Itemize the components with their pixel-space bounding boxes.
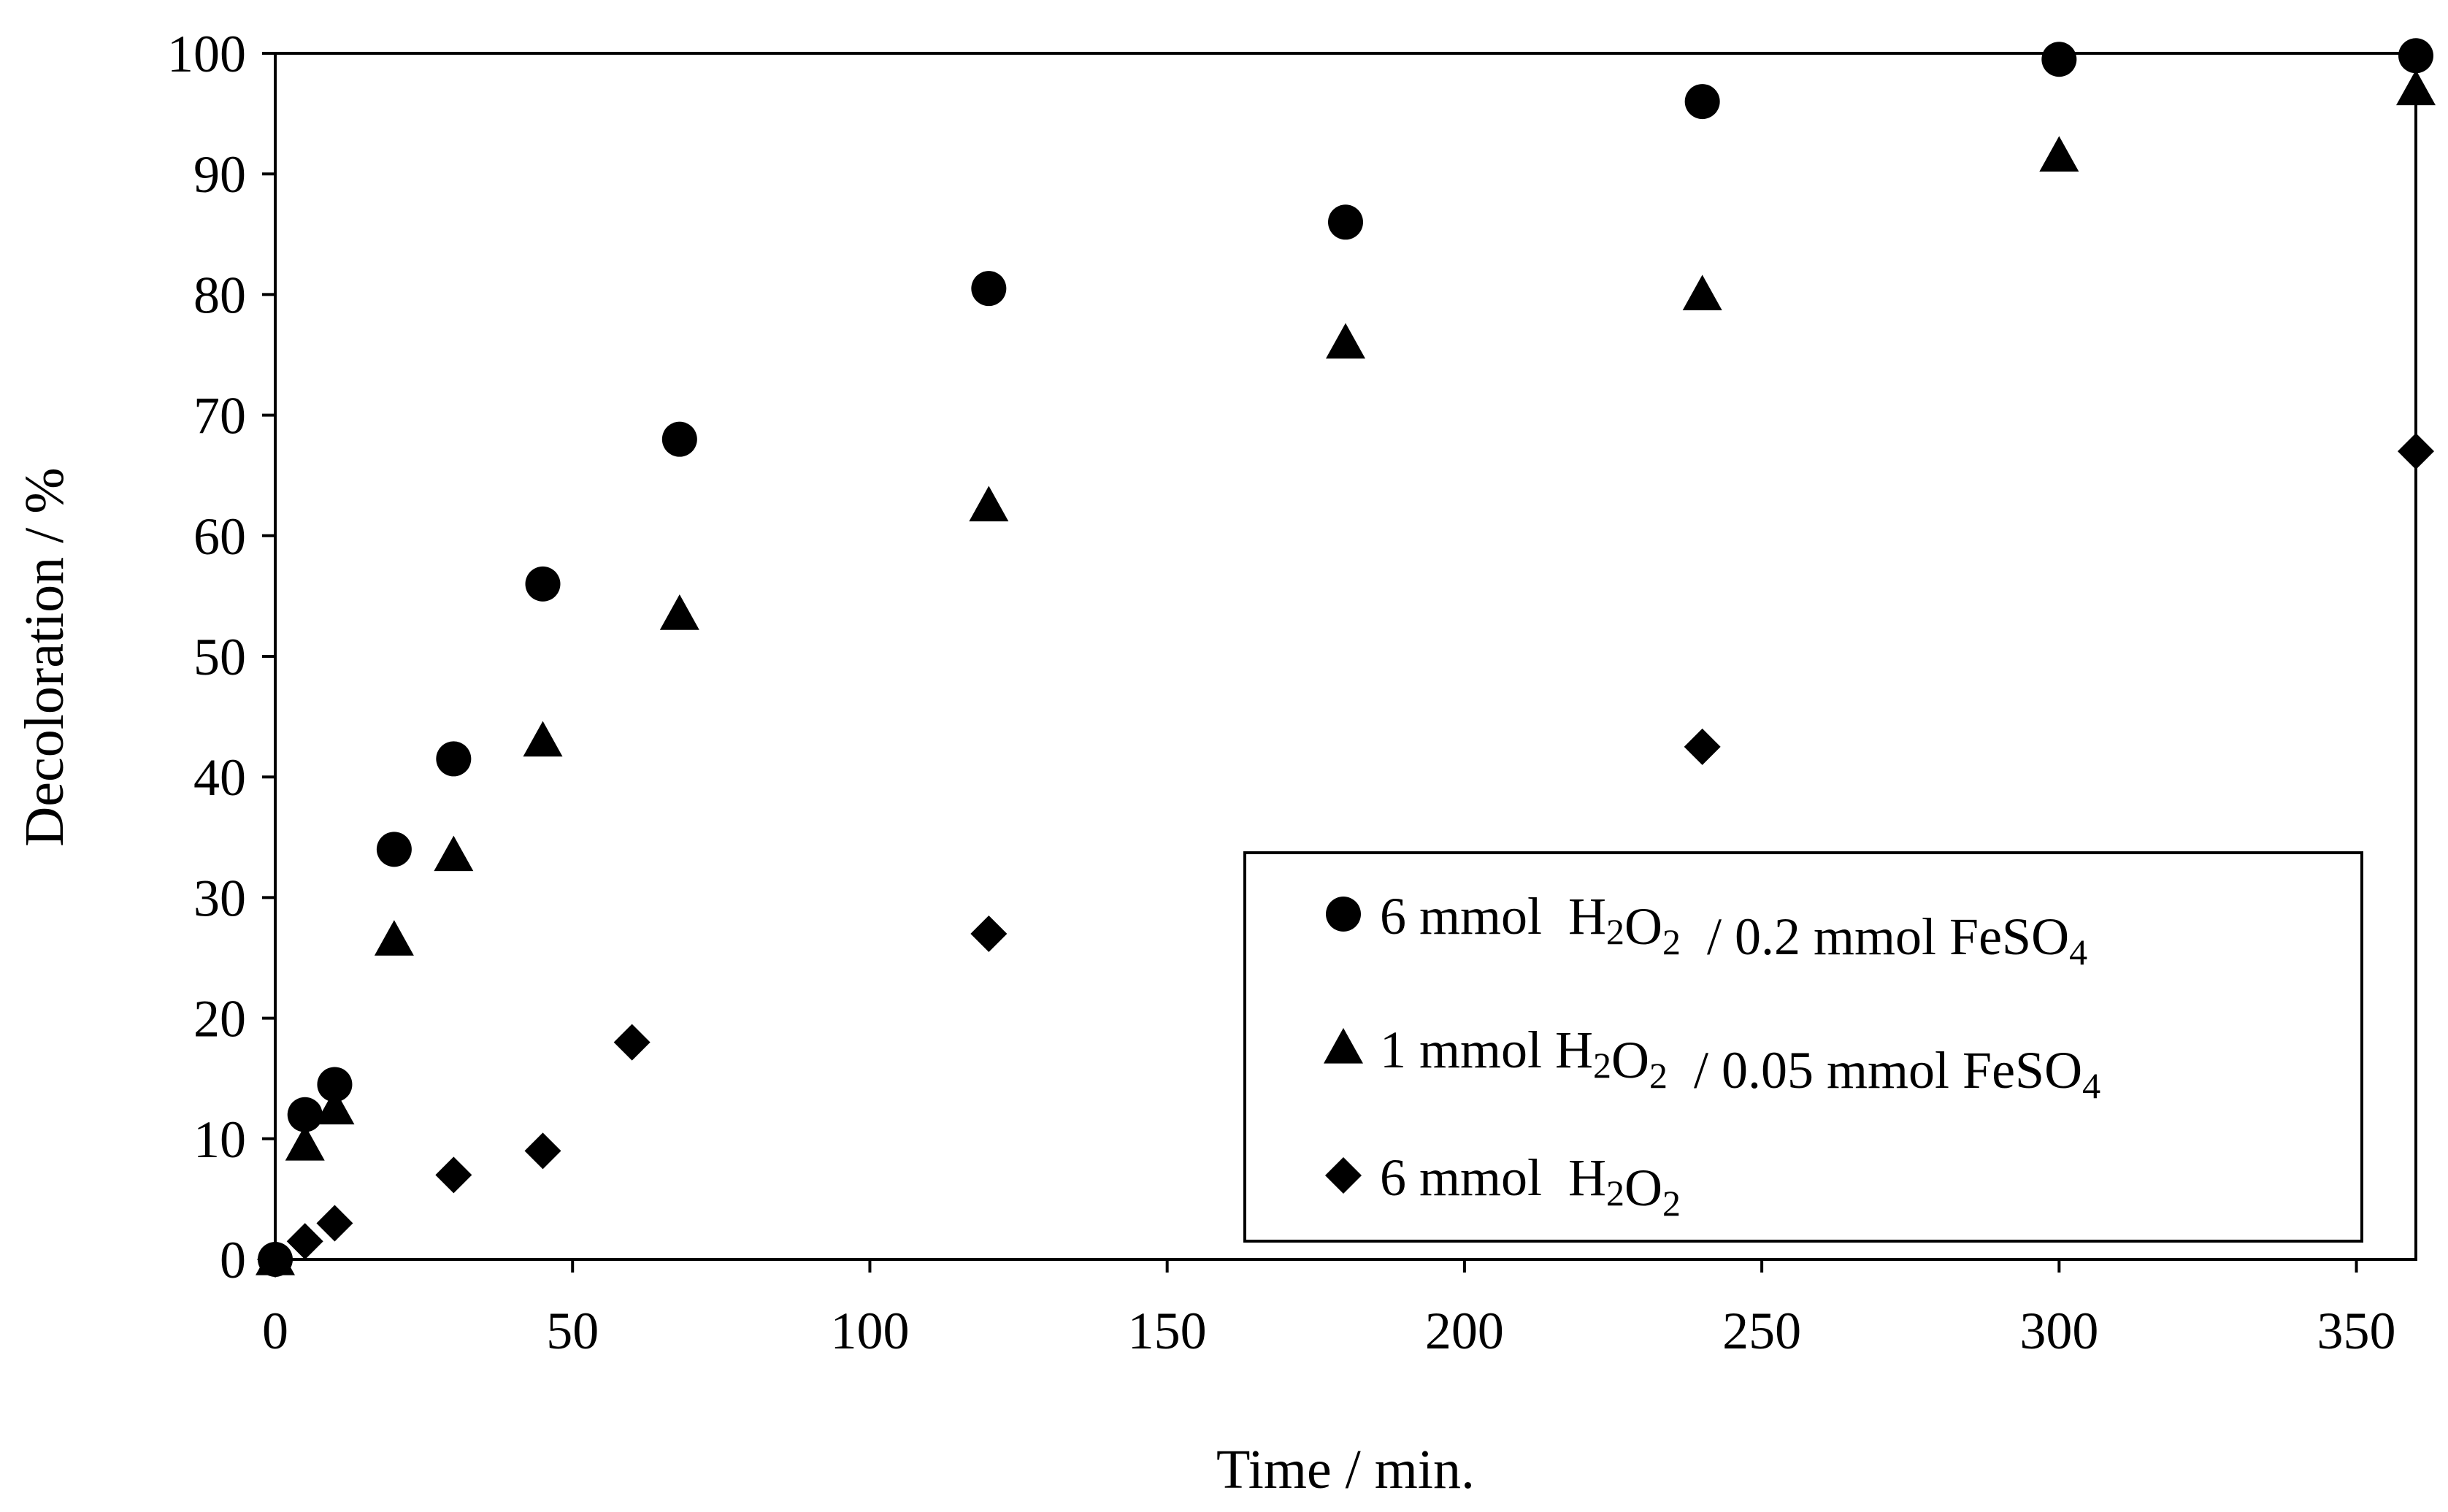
x-tick-label: 150 — [1128, 1302, 1207, 1360]
data-point-diamond — [970, 915, 1008, 952]
data-point-diamond — [316, 1205, 353, 1242]
y-tick-label: 100 — [167, 25, 246, 83]
x-axis-title: Time / min. — [1216, 1439, 1475, 1500]
y-tick-label: 0 — [220, 1231, 246, 1289]
y-tick-label: 60 — [193, 507, 246, 566]
y-tick-label: 90 — [193, 145, 246, 204]
legend: 6 mmol H2O2 / 0.2 mmol FeSO4 1 mmol H2O2 … — [1243, 851, 2363, 1243]
data-point-diamond — [286, 1223, 323, 1260]
y-axis-title: Decoloration / % — [14, 467, 75, 846]
x-tick-label: 0 — [262, 1302, 288, 1360]
data-point-circle — [525, 566, 561, 602]
y-tick-label: 50 — [193, 628, 246, 686]
data-point-triangle — [659, 594, 699, 630]
data-point-diamond — [257, 1241, 293, 1278]
data-point-triangle — [2396, 69, 2436, 106]
data-points — [256, 38, 2436, 1278]
data-point-triangle — [434, 835, 474, 872]
x-tick-label: 250 — [1722, 1302, 1801, 1360]
data-point-triangle — [285, 1125, 325, 1161]
legend-entry-2: 1 mmol H2O2 / 0.05 mmol FeSO4 — [1324, 1021, 2100, 1106]
data-point-circle — [376, 832, 412, 867]
y-tick-label: 80 — [193, 266, 246, 324]
data-point-triangle — [1326, 323, 1365, 359]
x-tick-label: 300 — [2019, 1302, 2098, 1360]
x-axis-ticks: 0 50 100 150 200 250 300 350 — [262, 1259, 2396, 1360]
data-point-circle — [2398, 38, 2433, 74]
data-point-triangle — [2039, 136, 2079, 172]
legend-marker-triangle — [1324, 1028, 1363, 1064]
data-point-triangle — [523, 721, 563, 757]
data-point-circle — [287, 1097, 323, 1132]
data-point-diamond — [435, 1156, 472, 1194]
legend-label: 6 mmol H2O2 / 0.2 mmol FeSO4 — [1380, 887, 2087, 972]
data-point-circle — [1328, 204, 1363, 240]
y-tick-label: 70 — [193, 387, 246, 445]
data-point-circle — [2041, 42, 2077, 77]
data-point-triangle — [315, 1089, 355, 1125]
data-point-diamond — [524, 1132, 561, 1170]
data-point-circle — [661, 421, 697, 457]
legend-marker-diamond — [1325, 1157, 1362, 1194]
data-point-diamond — [1684, 728, 1721, 765]
series-3 — [257, 433, 2434, 1278]
data-point-diamond — [613, 1024, 651, 1061]
legend-frame — [1243, 851, 2363, 1243]
data-point-triangle — [374, 920, 414, 956]
y-tick-label: 30 — [193, 869, 246, 927]
legend-entry-3: 6 mmol H2O2 — [1325, 1148, 1681, 1224]
y-axis-ticks: 0 10 20 30 40 50 60 70 80 90 100 — [167, 25, 275, 1289]
data-point-triangle — [1682, 275, 1722, 310]
y-tick-label: 20 — [193, 990, 246, 1048]
legend-marker-circle — [1326, 897, 1361, 932]
x-tick-label: 200 — [1425, 1302, 1504, 1360]
legend-label: 1 mmol H2O2 / 0.05 mmol FeSO4 — [1380, 1021, 2100, 1106]
data-point-circle — [317, 1067, 353, 1102]
y-tick-label: 40 — [193, 748, 246, 807]
x-tick-label: 50 — [546, 1302, 599, 1360]
series-1 — [258, 38, 2433, 1277]
data-point-circle — [436, 741, 472, 777]
data-point-diamond — [2398, 433, 2434, 470]
data-point-triangle — [969, 486, 1009, 522]
x-tick-label: 350 — [2317, 1302, 2396, 1360]
legend-entry-1: 6 mmol H2O2 / 0.2 mmol FeSO4 — [1326, 887, 2087, 972]
data-point-circle — [971, 271, 1007, 307]
x-tick-label: 100 — [830, 1302, 909, 1360]
legend-label: 6 mmol H2O2 — [1380, 1148, 1681, 1224]
data-point-circle — [1684, 84, 1720, 120]
y-tick-label: 10 — [193, 1110, 246, 1169]
